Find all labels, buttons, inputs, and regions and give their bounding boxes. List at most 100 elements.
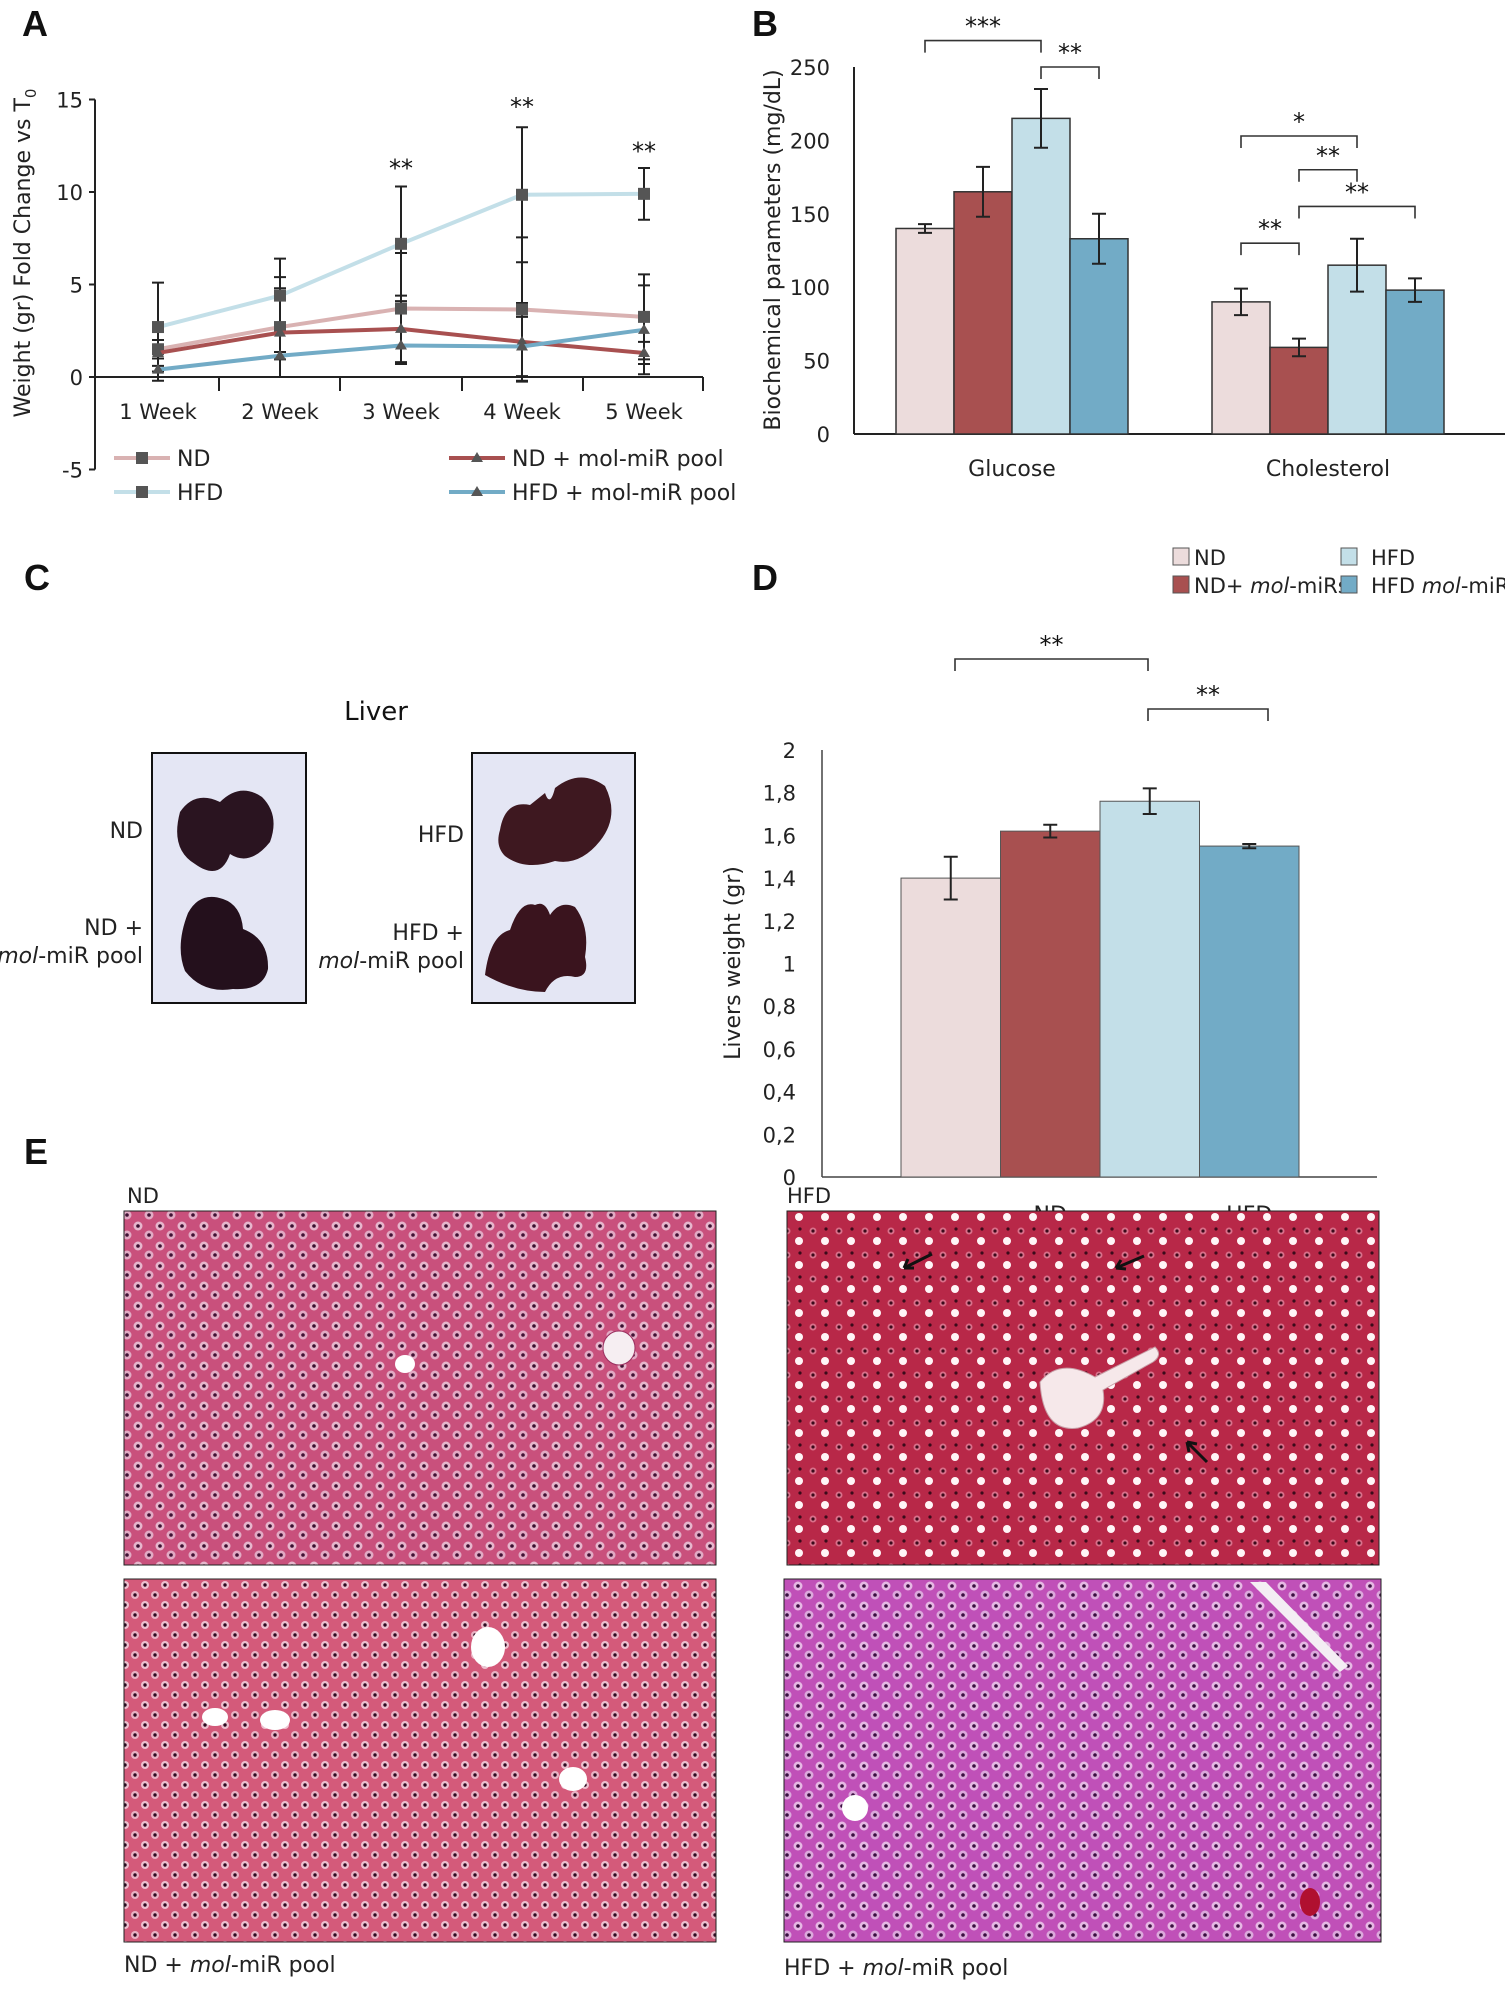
legend-label-nd: ND	[1194, 546, 1226, 570]
liver-hfd-mol-image	[485, 903, 587, 992]
liver-title: Liver	[344, 697, 408, 727]
liver-label-nd: ND	[110, 819, 143, 844]
error-bar	[1292, 337, 1306, 358]
vessel-nd-mol-2	[202, 1708, 228, 1726]
panel-label-e: E	[24, 1131, 48, 1172]
bar	[1011, 117, 1071, 435]
histology-image-hfd-mol	[783, 1578, 1382, 1943]
histology-panel: ND HFD ND + mol-miR pool HFD + mol-miR p…	[123, 1184, 1382, 1981]
data-point	[274, 349, 286, 360]
bar	[895, 227, 955, 435]
panel-label-a: A	[22, 3, 48, 44]
data-point	[638, 310, 650, 323]
significance-label: **	[1258, 215, 1282, 243]
bar	[1199, 845, 1300, 1178]
error-bar	[1034, 88, 1048, 149]
vessel-hfd	[1039, 1346, 1159, 1429]
panel-label-d: D	[752, 557, 778, 598]
y-tick-label: 2	[783, 739, 796, 763]
bar	[900, 877, 1001, 1178]
legend-bd: ND HFD ND+ mol-miRs HFD mol-miRs	[1172, 546, 1505, 598]
significance-label: **	[510, 93, 534, 121]
liver-nd-image	[177, 790, 274, 872]
x-category-label: Cholesterol	[1266, 457, 1390, 482]
y-tick-label: 15	[56, 89, 83, 113]
data-point	[638, 187, 650, 200]
y-tick-label: 250	[790, 56, 830, 80]
significance-bracket	[1298, 168, 1358, 182]
x-tick-label: 5 Week	[605, 400, 683, 424]
legend-marker	[471, 486, 483, 496]
y-tick-label: 0	[817, 423, 830, 447]
error-bar	[1043, 823, 1058, 839]
vessel-nd-mol	[471, 1627, 505, 1667]
liver-weight-chart: Livers weight (gr) 2 1,8 1,6 1,4 1,2 1 0,8 0,6 0…	[721, 631, 1377, 1256]
significance-label: **	[1196, 681, 1220, 709]
y-tick-label: 10	[56, 181, 83, 205]
x-tick-label: 1 Week	[119, 400, 197, 424]
x-category-label: Glucose	[968, 457, 1056, 482]
arrow-icon	[902, 1252, 933, 1270]
legend-label: HFD	[177, 481, 223, 506]
legend-label-hfd-mol: HFD mol-miRs	[1371, 574, 1505, 598]
data-point	[516, 303, 528, 316]
legend-label: ND	[177, 447, 210, 472]
significance-label: **	[1040, 631, 1064, 659]
legend-swatch-hfd-mol	[1340, 575, 1358, 594]
weight-fold-change-chart: Weight (gr) Fold Change vs T0 15 10 5 0 -5 1 …	[11, 89, 736, 507]
lipid-droplet-arrows	[902, 1252, 1209, 1464]
bar	[1269, 346, 1329, 435]
significance-bracket	[1240, 135, 1358, 148]
bar	[953, 191, 1013, 435]
significance-label: **	[632, 138, 656, 166]
significance-bracket	[954, 658, 1149, 671]
liver-label-hfd: HFD	[418, 823, 464, 848]
y-tick-label: 1,8	[763, 782, 796, 806]
error-bar	[1408, 277, 1422, 303]
arrow-icon	[1185, 1440, 1209, 1464]
liver-label-hfd-mol-2: mol-miR pool	[318, 949, 464, 974]
legend-label-hfd: HFD	[1371, 546, 1415, 570]
data-point	[152, 321, 164, 334]
error-bar	[976, 165, 990, 218]
y-tick-label: 200	[790, 129, 830, 153]
liver-label-nd-mol-1: ND +	[84, 916, 143, 941]
data-point	[274, 326, 286, 337]
liver-label-hfd-mol-1: HFD +	[392, 921, 464, 946]
y-tick-label: -5	[62, 459, 83, 483]
liver-hfd-image	[498, 777, 612, 865]
legend-label: ND + mol-miR pool	[512, 447, 724, 472]
bar	[1211, 301, 1271, 435]
y-tick-label: 1	[783, 953, 796, 977]
liver-photos-panel: Liver ND ND + mol-miR pool HFD HFD + mol…	[0, 697, 636, 1004]
legend-marker	[471, 452, 483, 462]
y-tick-label: 100	[790, 276, 830, 300]
error-bar	[1350, 237, 1364, 293]
vessel-nd-2	[395, 1355, 415, 1373]
error-bar	[1234, 287, 1248, 317]
legend-marker	[136, 486, 148, 498]
data-point	[395, 339, 407, 350]
vessel-nd-mol-4	[559, 1767, 587, 1791]
x-tick-label: 4 Week	[483, 400, 561, 424]
y-tick-label: 150	[790, 203, 830, 227]
significance-label: *	[1293, 108, 1305, 136]
data-point	[638, 323, 650, 334]
vessel-hfd-mol-3	[1300, 1888, 1320, 1916]
data-point	[516, 188, 528, 201]
y-tick-label: 0,8	[763, 995, 796, 1019]
significance-bracket	[924, 39, 1042, 53]
legend-swatch-nd	[1172, 547, 1190, 566]
error-bar	[943, 855, 958, 901]
y-tick-label: 0,6	[763, 1038, 796, 1062]
legend-label: HFD + mol-miR pool	[512, 481, 736, 506]
y-tick-label: 0,2	[763, 1123, 796, 1147]
panel-label-c: C	[24, 557, 50, 598]
chart-d-ylabel: Livers weight (gr)	[721, 866, 746, 1060]
chart-b-ylabel: Biochemical parameters (mg/dL)	[761, 69, 786, 430]
bar	[1069, 238, 1129, 435]
significance-bracket	[1147, 708, 1269, 721]
vessel-nd	[602, 1330, 636, 1366]
y-tick-label: 1,6	[763, 824, 796, 848]
